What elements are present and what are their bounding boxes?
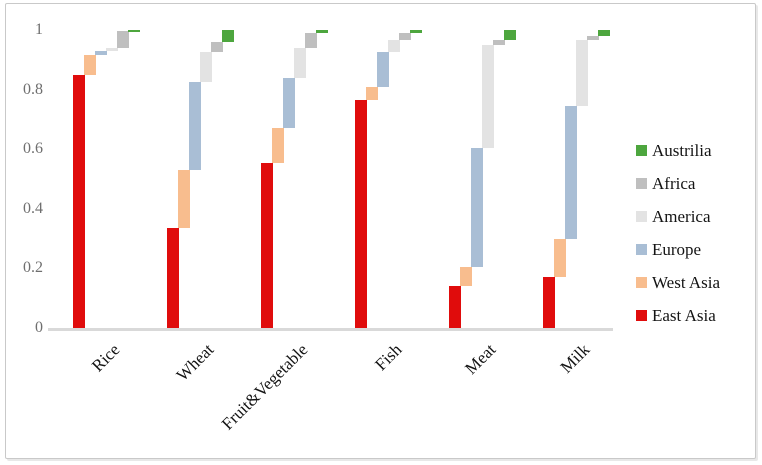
bar-segment [554,238,566,278]
x-axis-line [48,328,613,331]
bar-segment [283,77,295,129]
bar-segment [272,128,284,163]
bar-segment [222,30,234,42]
bar-segment [565,105,577,239]
bar-segment [504,30,516,41]
legend-swatch-icon [636,244,647,255]
legend-item: Europe [636,240,720,259]
bar-segment [377,52,389,87]
bar-segment [399,32,411,41]
legend-item: Africa [636,174,720,193]
bar-segment [587,35,599,41]
legend-swatch-icon [636,310,647,321]
legend: Austrilia Africa America Europe West Asia Eas… [636,141,720,325]
bar-segment [576,40,588,106]
y-tick-label: 0 [35,319,43,336]
legend-item: Austrilia [636,141,720,160]
bar-segment [95,51,107,56]
bar-segment [493,40,505,45]
legend-item: East Asia [636,306,720,325]
y-tick-label: 0.4 [23,199,43,217]
bar-segment [460,266,472,287]
bar-segment [261,162,273,328]
bar-segment [355,100,367,328]
bar-segment [117,31,129,48]
legend-label: America [652,207,711,226]
bar-segment [482,44,494,148]
legend-item: America [636,207,720,226]
legend-item: West Asia [636,273,720,292]
bar-segment [598,30,610,36]
bar-segment [128,30,140,32]
legend-swatch-icon [636,277,647,288]
bar-segment [410,30,422,33]
legend-swatch-icon [636,211,647,222]
y-tick-label: 1 [35,21,43,38]
bar-segment [366,86,378,101]
y-tick-label: 0.2 [23,259,43,277]
bar-segment [471,147,483,267]
bar-segment [73,74,85,328]
bar-segment [294,47,306,78]
legend-swatch-icon [636,145,647,156]
legend-label: Africa [652,174,696,193]
bar-segment [388,40,400,53]
bar-segment [84,55,96,75]
y-tick-label: 0.6 [23,140,43,158]
bar-segment [167,228,179,328]
legend-swatch-icon [636,178,647,189]
legend-label: Austrilia [652,141,712,160]
bar-segment [106,47,118,52]
bar-segment [200,52,212,83]
legend-label: Europe [652,240,702,259]
legend-label: West Asia [652,273,721,292]
bar-segment [316,30,328,33]
y-tick-label: 0.8 [23,80,43,98]
bar-segment [211,41,223,53]
bar-segment [178,170,190,229]
bar-segment [189,82,201,171]
bar-segment [305,32,317,48]
bar-segment [449,286,461,328]
bar-segment [543,277,555,328]
legend-label: East Asia [652,306,716,325]
